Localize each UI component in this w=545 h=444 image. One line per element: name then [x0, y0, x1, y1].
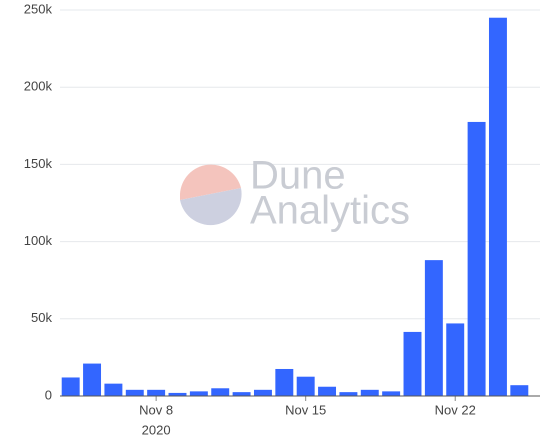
bar [104, 383, 123, 396]
watermark-text: Dune [250, 154, 346, 198]
y-tick-label: 50k [31, 310, 52, 325]
x-tick-label: Nov 22 [435, 402, 476, 417]
bar [211, 388, 230, 396]
bar [318, 386, 337, 396]
bar [168, 392, 187, 396]
bar [360, 389, 379, 396]
x-tick-label: Nov 8 [139, 402, 173, 417]
bar [467, 121, 486, 396]
y-tick-label: 0 [45, 387, 52, 402]
bar [232, 392, 251, 396]
bar [253, 389, 272, 396]
bar [424, 260, 443, 396]
y-tick-label: 250k [24, 1, 53, 16]
bar [339, 392, 358, 396]
watermark-logo [180, 164, 242, 226]
x-year-label: 2020 [142, 422, 171, 437]
x-tick-label: Nov 15 [285, 402, 326, 417]
bar [147, 389, 166, 396]
bar [296, 376, 315, 396]
bar [83, 363, 102, 396]
bar [125, 389, 144, 396]
y-tick-label: 150k [24, 156, 53, 171]
bar [488, 17, 507, 396]
y-tick-label: 200k [24, 79, 53, 94]
bar [61, 377, 80, 396]
bar [382, 391, 401, 396]
y-tick-label: 100k [24, 233, 53, 248]
watermark-text: Analytics [250, 189, 410, 233]
bar [446, 323, 465, 396]
bar [510, 385, 529, 396]
bar [275, 368, 294, 396]
bar [189, 391, 208, 396]
bar [403, 331, 422, 396]
